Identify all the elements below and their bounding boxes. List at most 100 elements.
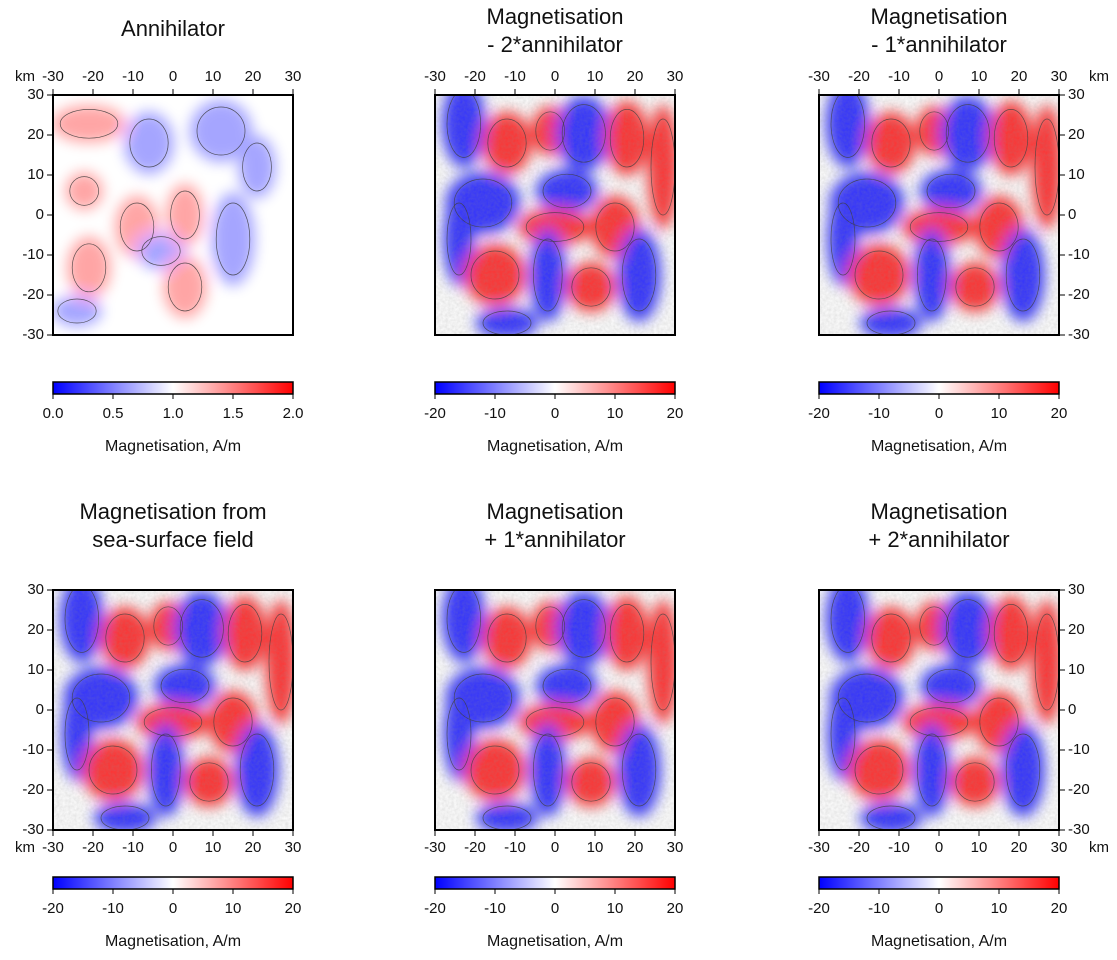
anomaly	[53, 105, 127, 143]
axis-unit: km	[15, 839, 35, 856]
colorbar-tick-label: 0	[551, 900, 559, 917]
x-tick-label: -10	[504, 839, 526, 856]
colorbar-tick-label: -10	[484, 900, 506, 917]
contour	[129, 118, 169, 168]
colorbar-tick-label: -20	[424, 405, 446, 422]
colorbar-label: Magnetisation, A/m	[105, 438, 241, 455]
contour	[242, 142, 272, 192]
colorbar-tick-label: 10	[991, 405, 1008, 422]
anomaly	[163, 255, 207, 319]
panel-title: Magnetisation	[487, 499, 624, 524]
colorbar	[818, 381, 1060, 395]
colorbar-tick-label: 0.5	[103, 405, 124, 422]
colorbar-tick-label: 1.5	[223, 405, 244, 422]
x-tick-label: 20	[627, 68, 644, 85]
contour	[141, 236, 181, 266]
relief-texture	[435, 95, 675, 335]
panel-title: - 1*annihilator	[871, 32, 1007, 57]
x-tick-label: -30	[424, 839, 446, 856]
colorbar-tick-label: 10	[607, 900, 624, 917]
x-tick-label: 30	[667, 839, 684, 856]
y-tick-label: 20	[1068, 621, 1085, 638]
contour	[170, 190, 200, 240]
colorbar	[434, 381, 676, 395]
x-tick-label: 30	[1051, 68, 1068, 85]
y-tick-label: 30	[1068, 581, 1085, 598]
x-tick-label: 10	[587, 839, 604, 856]
panel-title: Magnetisation	[871, 4, 1008, 29]
x-tick-label: 10	[971, 68, 988, 85]
panel-title: Magnetisation from	[79, 499, 266, 524]
panel: Annihilator-30 -20 -10 0 10 20 30-30-20-100102…	[15, 16, 303, 455]
panel-title: sea-surface field	[92, 527, 253, 552]
x-tick-label: -20	[82, 68, 104, 85]
contour	[167, 262, 203, 312]
colorbar-tick-label: -20	[42, 900, 64, 917]
panel-title: Magnetisation	[487, 4, 624, 29]
anomaly	[124, 111, 174, 175]
axis-unit: km	[1089, 68, 1109, 85]
x-tick-label: -20	[82, 839, 104, 856]
colorbar-label: Magnetisation, A/m	[871, 438, 1007, 455]
x-tick-label: 20	[245, 839, 262, 856]
y-tick-label: 30	[27, 581, 44, 598]
panel-title: + 2*annihilator	[868, 527, 1009, 552]
x-tick-label: 0	[935, 68, 943, 85]
colorbar-tick-label: 10	[225, 900, 242, 917]
x-tick-label: 30	[285, 839, 302, 856]
colorbar-tick-label: 20	[1051, 900, 1068, 917]
x-tick-label: -10	[122, 68, 144, 85]
y-tick-label: 20	[27, 621, 44, 638]
anomaly	[53, 295, 102, 327]
colorbar-tick-label: 10	[991, 900, 1008, 917]
x-tick-label: 10	[587, 68, 604, 85]
y-tick-label: 0	[36, 206, 44, 223]
panel: Magnetisation - 2*annihilator -30 -20 -10 0 10…	[424, 4, 683, 455]
axis-unit: km	[1089, 839, 1109, 856]
y-tick-label: -30	[22, 821, 44, 838]
colorbar-tick-label: -20	[808, 900, 830, 917]
relief-texture	[819, 590, 1059, 830]
colorbar-label: Magnetisation, A/m	[871, 933, 1007, 950]
x-tick-label: -30	[808, 68, 830, 85]
contour	[215, 202, 251, 276]
colorbar-tick-label: -20	[808, 405, 830, 422]
x-tick-label: 10	[971, 839, 988, 856]
x-tick-label: -20	[464, 839, 486, 856]
relief-texture	[53, 590, 293, 830]
x-tick-label: -10	[504, 68, 526, 85]
y-tick-label: 10	[27, 166, 44, 183]
colorbar-label: Magnetisation, A/m	[487, 933, 623, 950]
colorbar-tick-label: 20	[1051, 405, 1068, 422]
y-tick-label: 20	[27, 126, 44, 143]
y-tick-label: 10	[27, 661, 44, 678]
y-tick-label: 0	[36, 701, 44, 718]
y-tick-label: -10	[22, 246, 44, 263]
panel: Magnetisation - 1*annihilator -30 -20 -10 0 10…	[808, 4, 1109, 455]
contour	[119, 202, 155, 252]
map-field	[435, 590, 675, 830]
colorbar	[434, 876, 676, 890]
x-tick-label: 10	[205, 839, 222, 856]
panel: Magnetisation + 2*annihilator -30 -20 -10 0 10…	[808, 499, 1109, 950]
panel-title: Magnetisation	[871, 499, 1008, 524]
x-tick-label: 20	[1011, 68, 1028, 85]
y-tick-label: 20	[1068, 126, 1085, 143]
y-tick-label: -10	[1068, 246, 1090, 263]
y-tick-label: -20	[22, 781, 44, 798]
panel-title: + 1*annihilator	[484, 527, 625, 552]
x-tick-label: 0	[935, 839, 943, 856]
x-tick-label: 0	[169, 839, 177, 856]
axis-unit: km	[15, 68, 35, 85]
x-tick-label: 0	[551, 839, 559, 856]
colorbar-tick-label: 0	[935, 405, 943, 422]
map-field	[435, 95, 675, 335]
colorbar-tick-label: 10	[607, 405, 624, 422]
x-tick-label: 30	[1051, 839, 1068, 856]
anomaly	[238, 135, 276, 199]
colorbar-tick-label: 20	[285, 900, 302, 917]
panel: Magnetisation + 1*annihilator -30 -20 -10 0 10…	[424, 499, 683, 950]
y-tick-label: 0	[1068, 701, 1076, 718]
map-field	[53, 95, 293, 335]
